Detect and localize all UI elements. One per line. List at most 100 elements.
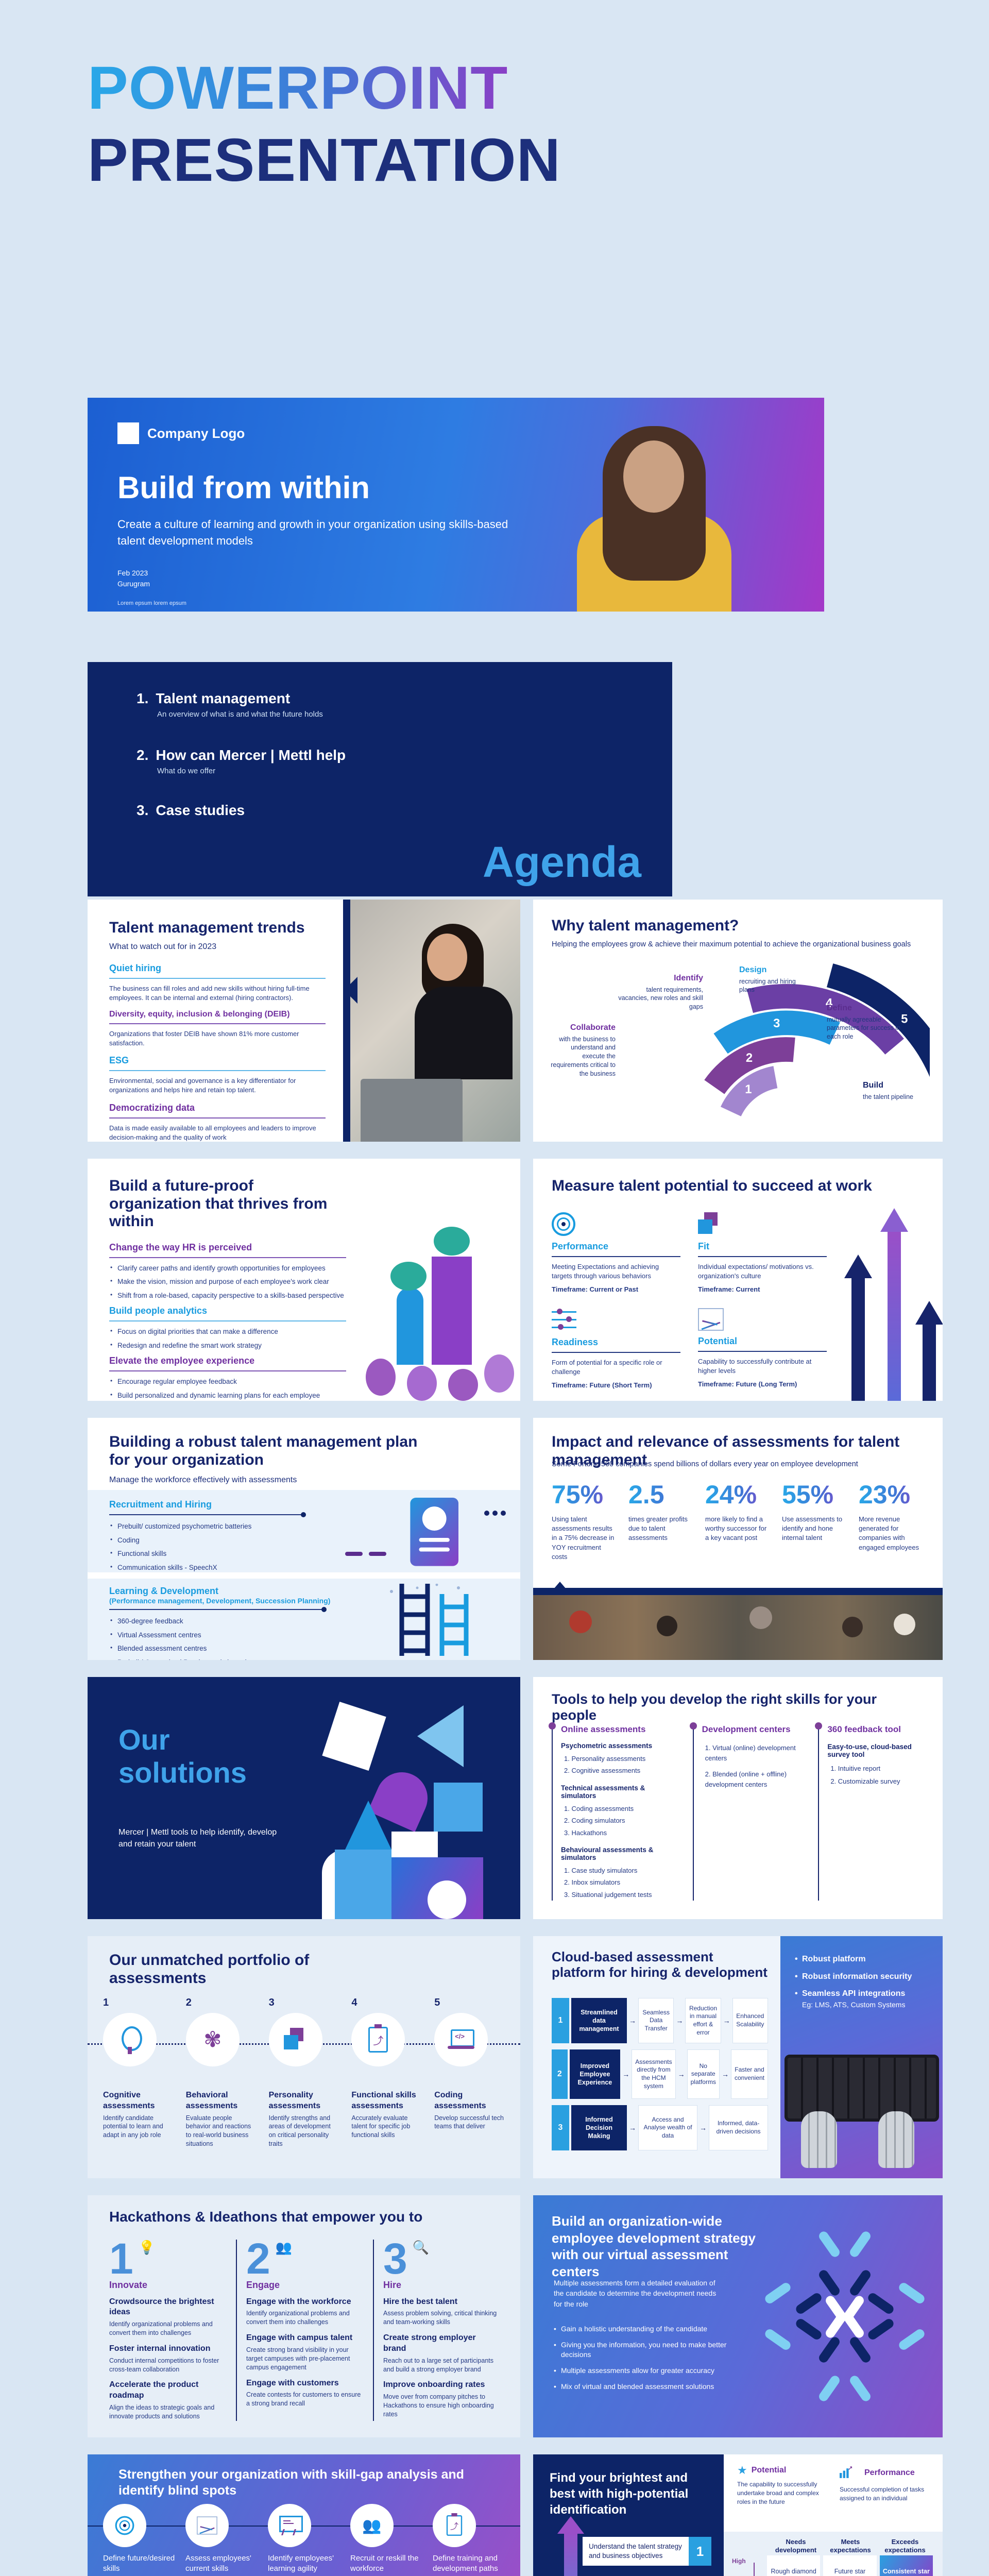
- impact-subtitle: Some Fortune 500 companies spend billion…: [552, 1460, 858, 1468]
- page-title-powerpoint: POWERPOINT: [88, 54, 508, 122]
- cover-title: Build from within: [117, 470, 370, 505]
- platform-row: 2 Improved Employee Experience → Assessm…: [552, 2049, 768, 2099]
- why-title: Why talent management?: [552, 917, 739, 934]
- agenda-num: 2.: [137, 747, 149, 763]
- overlap-squares-icon: [698, 1212, 722, 1236]
- tools-col-heading: 360 feedback tool: [827, 1724, 901, 1734]
- slide-our-solutions: Our solutions Mercer | Mettl tools to he…: [88, 1677, 520, 1919]
- matrix-cell-highlight: Consistent star: [879, 2555, 933, 2576]
- divider: [236, 2240, 237, 2421]
- row-head: Improved Employee Experience: [569, 2049, 621, 2099]
- row-num: 1: [552, 1998, 569, 2043]
- arrow-icon: →: [721, 2070, 729, 2078]
- measure-heading: Readiness: [552, 1337, 599, 1347]
- stat-value: 55%: [782, 1480, 847, 1510]
- slide-why: Why talent management? Helping the emplo…: [533, 900, 943, 1142]
- row-cell: Reduction in manual effort & error: [685, 1998, 721, 2043]
- measure-text: Individual expectations/ motivations vs.…: [698, 1263, 814, 1280]
- row-cell: Enhanced Scalability: [732, 1998, 768, 2043]
- trend-text: Organizations that foster DEIB have show…: [109, 1029, 299, 1047]
- why-step: Design recruiting and hiring plans: [739, 965, 796, 994]
- trend-text: Environmental, social and governance is …: [109, 1077, 296, 1094]
- solutions-subtitle: Mercer | Mettl tools to help identify, d…: [118, 1828, 277, 1849]
- stat: 23% More revenue generated for companies …: [859, 1480, 924, 1562]
- entry-text: Conduct internal competitions to foster …: [109, 2357, 219, 2373]
- slide-hipo: Find your brightest and best with high-p…: [533, 2454, 943, 2576]
- axis-high: High: [732, 2557, 746, 2565]
- portfolio-text: Evaluate people behavior and reactions t…: [185, 2114, 251, 2148]
- stat-value: 24%: [705, 1480, 771, 1510]
- entry-text: Reach out to a large set of participants…: [383, 2357, 494, 2373]
- platform-bullet: Robust information security: [795, 1971, 928, 1982]
- future-title: Build a future-proof organization that t…: [109, 1177, 328, 1230]
- tools-item: 3. Hackathons: [564, 1828, 607, 1837]
- portfolio-item: 2 ✾ Behavioral assessments Evaluate peop…: [185, 1997, 257, 2148]
- tools-item: 2. Blended (online + offline) developmen…: [705, 1770, 787, 1788]
- bullet: Communication skills - SpeechX: [109, 1563, 326, 1573]
- hipo-def: Performance Successful completion of tas…: [840, 2464, 935, 2503]
- entry-head: Crowdsource the brightest ideas: [109, 2297, 214, 2317]
- portfolio-num: 3: [268, 1997, 275, 2008]
- line-chart-icon: [197, 2516, 217, 2535]
- platform-bullet-sub: Eg: LMS, ATS, Custom Systems: [802, 2000, 906, 2009]
- portfolio-title: Our unmatched portfolio of assessments: [109, 1952, 310, 1987]
- portfolio-item: 3 Personality assessments Identify stren…: [268, 1997, 339, 2148]
- people-icon: 👥: [362, 2517, 382, 2534]
- platform-bullet: Robust platform: [795, 1954, 928, 1965]
- col-heading: Hire: [383, 2279, 402, 2290]
- plan-title: Building a robust talent management plan…: [109, 1433, 418, 1468]
- future-heading: Elevate the employee experience: [109, 1355, 255, 1366]
- people-icon: 👥: [275, 2240, 293, 2255]
- bullet: Shift from a role-based, capacity perspe…: [109, 1291, 346, 1301]
- col-num: 2: [246, 2234, 270, 2283]
- row-head: Informed Decision Making: [571, 2105, 627, 2150]
- measure-text: Capability to successfully contribute at…: [698, 1358, 812, 1375]
- portfolio-name: Cognitive assessments: [103, 2091, 155, 2110]
- portfolio-num: 5: [434, 1997, 440, 2008]
- hipo-title: Find your brightest and best with high-p…: [550, 2471, 689, 2517]
- entry-head: Accelerate the product roadmap: [109, 2380, 199, 2400]
- entry-head: Foster internal innovation: [109, 2344, 211, 2353]
- company-logo-text: Company Logo: [147, 425, 245, 441]
- measure-heading: Potential: [698, 1336, 738, 1346]
- tools-item: 1. Intuitive report: [830, 1765, 881, 1772]
- platform-title: Cloud-based assessment platform for hiri…: [552, 1949, 768, 1980]
- orgwide-bullet: Gain a holistic understanding of the can…: [554, 2324, 739, 2334]
- orgwide-bullet: Multiple assessments allow for greater a…: [554, 2366, 739, 2376]
- clipboard-icon: [446, 2513, 463, 2536]
- overlap-squares-icon: [283, 2028, 308, 2052]
- tools-column: Online assessments Psychometric assessme…: [549, 1722, 679, 1901]
- bullet: Prebuilt/ Customized Psychometric batter…: [109, 1657, 346, 1660]
- agenda-item-title: Talent management: [156, 690, 291, 706]
- tools-column: 360 feedback tool Easy-to-use, cloud-bas…: [815, 1722, 930, 1901]
- skillgap-title: Strengthen your organization with skill-…: [118, 2467, 464, 2498]
- cover-date: Feb 2023: [117, 569, 148, 577]
- skillgap-step: Define training and development paths: [433, 2504, 505, 2573]
- portfolio-text: Develop successful tech teams that deliv…: [434, 2114, 504, 2130]
- svg-text:3: 3: [773, 1016, 780, 1030]
- agenda-watermark: Agenda: [482, 838, 641, 886]
- step-label: Define future/desired skills: [103, 2554, 175, 2573]
- plan-heading: Learning & Development: [109, 1586, 219, 1596]
- page-title-presentation: PRESENTATION: [88, 126, 561, 194]
- tools-group-name: Easy-to-use, cloud-based survey tool: [827, 1743, 912, 1758]
- tools-column: Development centers 1. Virtual (online) …: [689, 1722, 805, 1901]
- line-chart-icon: [698, 1308, 724, 1331]
- platform-row: 1 Streamlined data management → Seamless…: [552, 1998, 768, 2043]
- photo-divider: [343, 900, 350, 1142]
- step-label: Recruit or reskill the workforce: [350, 2554, 419, 2573]
- sliders-icon: [552, 1308, 576, 1332]
- slide-future-proof: Build a future-proof organization that t…: [88, 1159, 520, 1401]
- arrow-icon: →: [700, 2124, 707, 2132]
- arrow-icon: →: [676, 2016, 684, 2025]
- col-num: 3: [383, 2234, 407, 2283]
- dots-decoration: [484, 1511, 489, 1516]
- portfolio-num: 4: [351, 1997, 357, 2008]
- agenda-num: 1.: [137, 690, 149, 706]
- stat-value: 2.5: [628, 1480, 694, 1510]
- portfolio-item: 5 </> Coding assessments Develop success…: [434, 1997, 505, 2148]
- entry-head: Improve onboarding rates: [383, 2380, 485, 2389]
- timeline-dot-icon: [549, 1722, 556, 1730]
- photo-person: [894, 1614, 915, 1635]
